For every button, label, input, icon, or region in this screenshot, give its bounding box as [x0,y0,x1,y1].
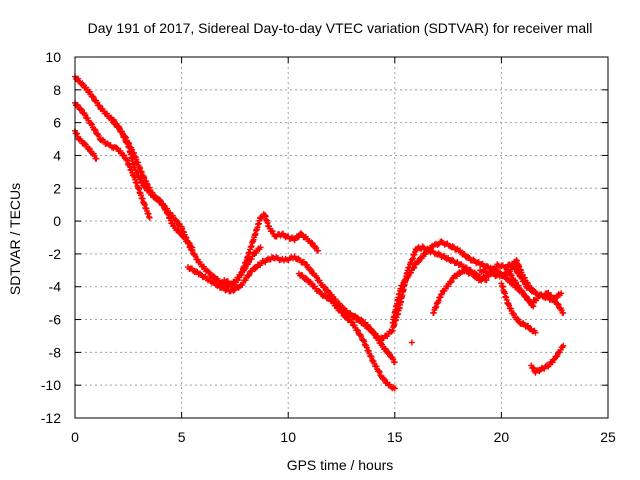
y-tick-labels: 10 8 6 4 2 0 -2 -4 -6 -8 -10 -12 [41,49,61,426]
plot-frame [74,56,609,419]
x-axis-label: GPS time / hours [287,457,394,473]
series-track-14 [502,264,567,316]
series-track-7 [295,270,398,392]
x-tick-label: 5 [178,429,186,445]
x-tick-label: 20 [494,429,510,445]
series-track-3 [72,127,100,162]
y-tick-label: -6 [49,312,62,328]
series-track-6 [221,211,322,289]
y-tick-label: 6 [53,115,61,131]
series-track-15 [408,339,415,346]
series-track-1 [72,73,264,290]
series-track-13 [528,342,567,376]
x-tick-label: 0 [71,429,79,445]
y-tick-label: 10 [45,49,61,65]
y-tick-label: 4 [53,147,61,163]
x-tick-label: 15 [387,429,403,445]
grid-lines [75,57,608,418]
y-tick-label: -2 [49,246,62,262]
y-tick-label: -12 [41,410,61,426]
series-track-12 [498,280,539,336]
x-tick-label: 10 [280,429,296,445]
y-tick-label: 2 [53,180,61,196]
y-tick-label: -4 [49,279,62,295]
y-axis-label: SDTVAR / TECUs [7,183,23,295]
chart-title: Day 191 of 2017, Sidereal Day-to-day VTE… [88,20,593,36]
data-marks [72,73,567,392]
series-track-2 [72,99,153,221]
x-tick-label: 25 [600,429,616,445]
series-track-4 [108,114,196,251]
tick-marks [74,56,609,419]
y-tick-label: 8 [53,82,61,98]
y-tick-label: 0 [53,213,61,229]
y-tick-label: -8 [49,344,62,360]
x-tick-labels: 0 5 10 15 20 25 [71,429,616,445]
y-tick-label: -10 [41,377,61,393]
